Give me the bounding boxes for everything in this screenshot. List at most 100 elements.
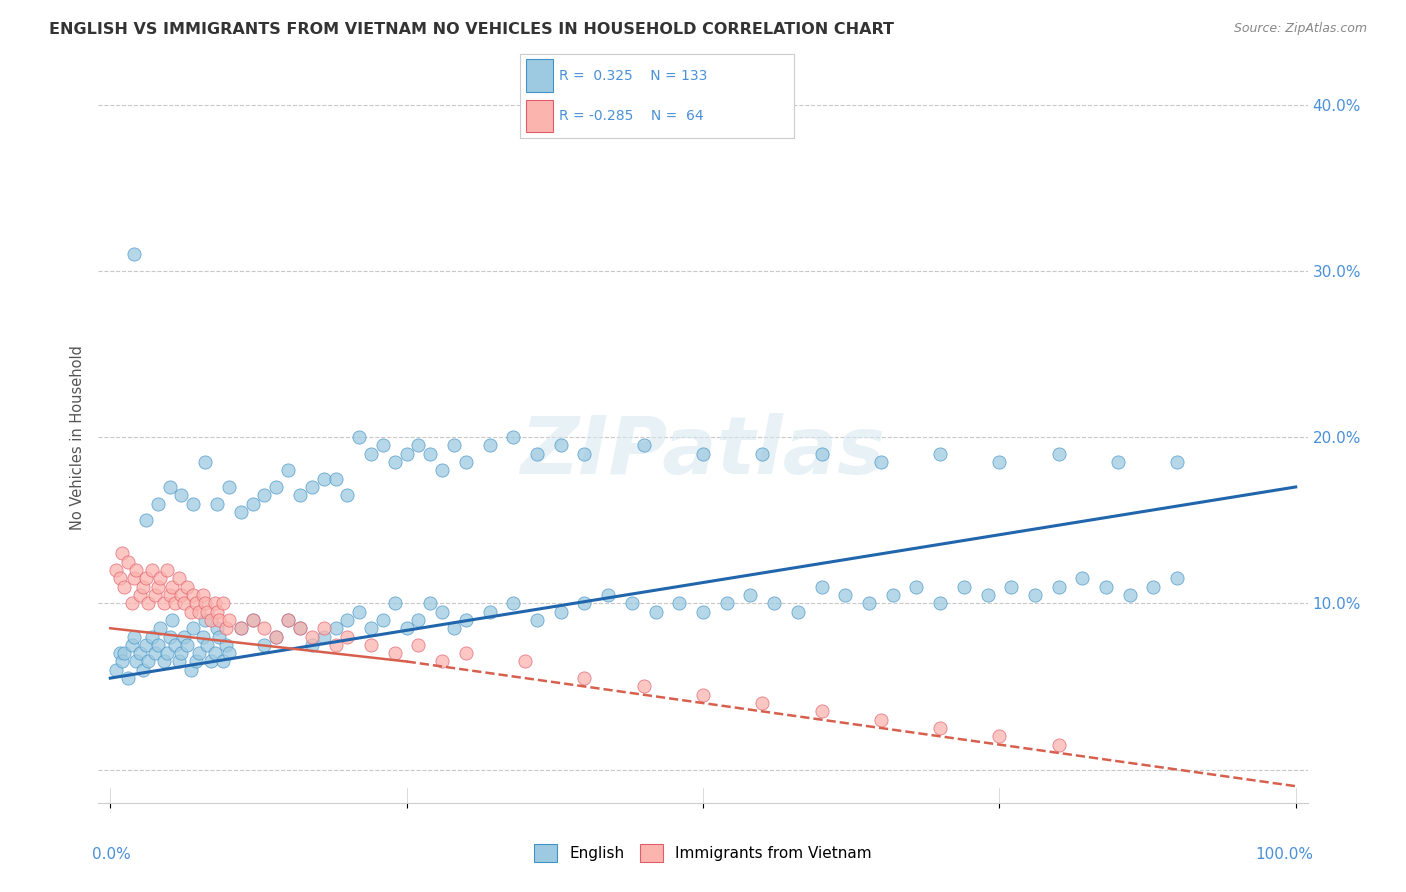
Point [1107, 455, 1129, 469]
Point [188, 605, 211, 619]
Point [184, 596, 207, 610]
Point [135, 513, 157, 527]
Point [526, 613, 548, 627]
Point [212, 596, 235, 610]
Point [395, 621, 418, 635]
Point [277, 613, 299, 627]
Point [502, 596, 524, 610]
Point [443, 621, 465, 635]
Point [347, 605, 370, 619]
Point [574, 671, 596, 685]
Point [869, 455, 891, 469]
Point [869, 713, 891, 727]
Point [253, 621, 276, 635]
Point [242, 613, 264, 627]
Point [180, 663, 202, 677]
Point [786, 605, 808, 619]
Point [574, 596, 596, 610]
Point [751, 447, 773, 461]
Point [1047, 447, 1070, 461]
Point [834, 588, 856, 602]
Point [167, 655, 190, 669]
Point [180, 605, 202, 619]
Point [205, 621, 228, 635]
Point [419, 447, 441, 461]
Point [149, 621, 172, 635]
Point [858, 596, 880, 610]
Text: 100.0%: 100.0% [1256, 847, 1313, 862]
Point [135, 638, 157, 652]
Point [1166, 455, 1188, 469]
Point [1047, 580, 1070, 594]
Point [173, 596, 195, 610]
Point [215, 638, 238, 652]
Point [301, 638, 323, 652]
Point [751, 696, 773, 710]
Point [264, 480, 287, 494]
Point [325, 638, 347, 652]
Y-axis label: No Vehicles in Household: No Vehicles in Household [70, 344, 86, 530]
Point [384, 596, 406, 610]
Point [253, 488, 276, 502]
Point [156, 563, 179, 577]
Point [692, 605, 714, 619]
Point [288, 621, 311, 635]
Point [170, 588, 193, 602]
Point [191, 588, 214, 602]
Point [668, 596, 690, 610]
Point [395, 447, 418, 461]
Point [212, 655, 235, 669]
Point [408, 613, 430, 627]
Point [264, 630, 287, 644]
Point [111, 546, 134, 560]
Point [1000, 580, 1022, 594]
Point [312, 630, 335, 644]
Point [988, 455, 1011, 469]
Point [129, 588, 152, 602]
Point [181, 497, 204, 511]
Point [432, 463, 454, 477]
Point [810, 705, 832, 719]
Point [105, 563, 128, 577]
Point [277, 463, 299, 477]
Point [122, 630, 145, 644]
Point [204, 646, 226, 660]
Point [976, 588, 998, 602]
Point [181, 621, 204, 635]
Point [1142, 580, 1164, 594]
Point [121, 596, 143, 610]
Point [692, 447, 714, 461]
Point [763, 596, 786, 610]
Point [143, 646, 166, 660]
Point [149, 571, 172, 585]
Point [160, 613, 183, 627]
Legend: English, Immigrants from Vietnam: English, Immigrants from Vietnam [529, 838, 877, 868]
Point [200, 613, 222, 627]
Point [156, 646, 179, 660]
Point [176, 638, 198, 652]
Point [194, 613, 217, 627]
Point [208, 613, 231, 627]
Point [218, 480, 240, 494]
Point [360, 621, 382, 635]
Point [277, 613, 299, 627]
Point [502, 430, 524, 444]
Point [215, 621, 238, 635]
Point [114, 646, 136, 660]
Point [1024, 588, 1046, 602]
Point [165, 596, 187, 610]
Point [159, 480, 181, 494]
Point [129, 646, 152, 660]
Point [105, 663, 128, 677]
Point [176, 580, 198, 594]
Point [229, 621, 252, 635]
Point [408, 438, 430, 452]
Point [181, 588, 204, 602]
Point [173, 630, 195, 644]
Point [205, 497, 228, 511]
Point [1047, 738, 1070, 752]
Point [810, 447, 832, 461]
Point [929, 721, 952, 735]
Point [716, 596, 738, 610]
Point [159, 588, 181, 602]
